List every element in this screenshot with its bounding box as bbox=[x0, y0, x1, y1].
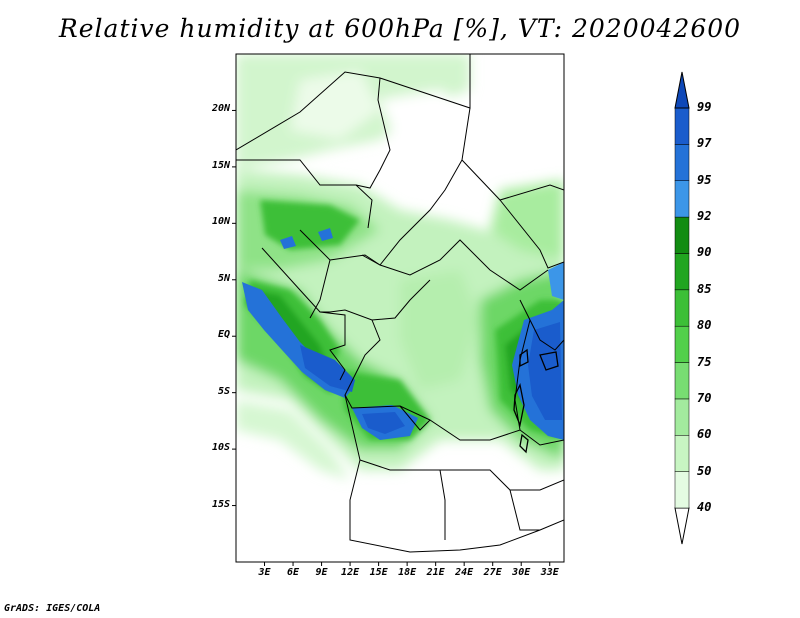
colorbar-high-arrow bbox=[674, 71, 690, 109]
colorbar-label: 60 bbox=[697, 427, 712, 442]
lon-label: 21E bbox=[426, 567, 445, 578]
colorbar-label: 95 bbox=[697, 172, 712, 187]
lat-label: 20N bbox=[211, 103, 230, 115]
colorbar-swatch bbox=[674, 253, 690, 291]
colorbar-label: 97 bbox=[697, 136, 712, 151]
colorbar-swatch bbox=[674, 362, 690, 400]
humidity-field bbox=[236, 54, 564, 562]
colorbar-swatch bbox=[674, 289, 690, 327]
lon-label: 12E bbox=[341, 567, 360, 578]
colorbar-swatch bbox=[674, 144, 690, 181]
lon-label: 30E bbox=[512, 567, 531, 578]
lon-label: 9E bbox=[315, 567, 328, 578]
axis-ticks bbox=[232, 109, 551, 566]
lon-label: 27E bbox=[483, 567, 502, 578]
lon-label: 24E bbox=[455, 567, 474, 578]
colorbar-label: 75 bbox=[697, 354, 712, 369]
lon-label: 18E bbox=[398, 567, 417, 578]
colorbar-swatch bbox=[674, 398, 690, 436]
lon-label: 6E bbox=[287, 567, 300, 578]
country-borders bbox=[236, 54, 564, 553]
lon-label: 15E bbox=[369, 567, 388, 578]
colorbar-label: 80 bbox=[697, 318, 712, 333]
colorbar-swatch bbox=[674, 216, 690, 254]
colorbar bbox=[674, 71, 690, 545]
chart-title: Relative humidity at 600hPa [%], VT: 202… bbox=[58, 14, 742, 43]
colorbar-label: 85 bbox=[697, 281, 712, 296]
colorbar-label: 40 bbox=[697, 500, 712, 514]
colorbar-low-arrow bbox=[674, 507, 690, 545]
colorbar-label: 92 bbox=[697, 209, 712, 224]
colorbar-swatch bbox=[674, 435, 690, 472]
colorbar-label: 70 bbox=[697, 390, 712, 405]
map-frame bbox=[235, 53, 565, 563]
lat-label: 5N bbox=[217, 272, 230, 284]
colorbar-swatch bbox=[674, 180, 690, 218]
grads-credit: GrADS: IGES/COLA bbox=[4, 603, 101, 614]
colorbar-label: 90 bbox=[697, 245, 712, 260]
lon-label: 3E bbox=[258, 567, 271, 578]
colorbar-label: 99 bbox=[697, 100, 712, 114]
colorbar-swatch bbox=[674, 471, 690, 509]
lat-label: 5S bbox=[217, 385, 230, 397]
lat-label: 10S bbox=[211, 442, 230, 454]
colorbar-swatch bbox=[674, 325, 690, 363]
lake-outlines bbox=[513, 348, 559, 454]
lat-label: 15S bbox=[211, 498, 230, 510]
lat-label: 15N bbox=[211, 159, 230, 171]
colorbar-label: 50 bbox=[697, 463, 712, 478]
lon-label: 33E bbox=[540, 567, 559, 578]
lat-label: 10N bbox=[211, 216, 230, 228]
lat-label: EQ bbox=[217, 329, 230, 341]
colorbar-swatch bbox=[674, 107, 690, 145]
